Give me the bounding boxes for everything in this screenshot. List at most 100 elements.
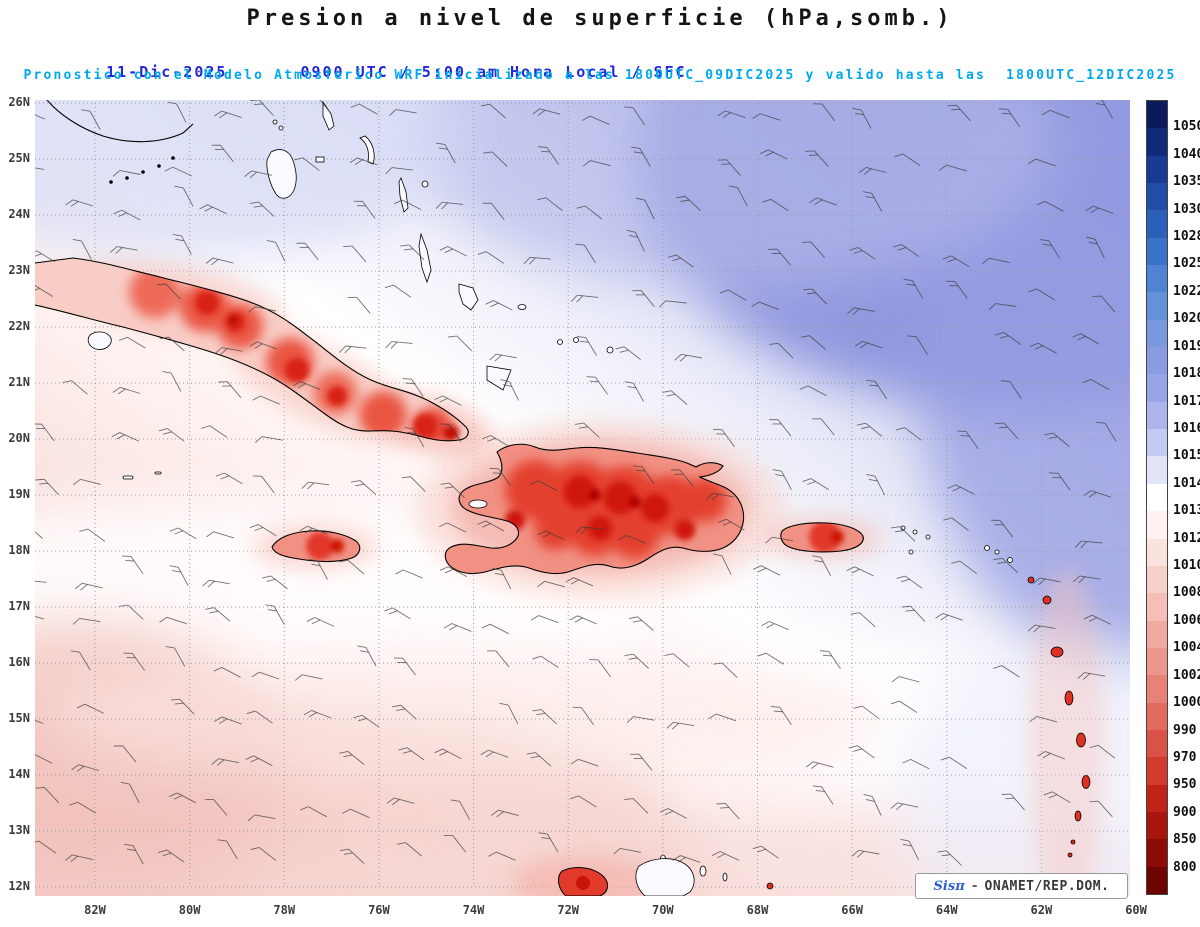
wind-barb [481,623,510,635]
wind-barb [170,698,195,715]
st-kitts [1027,576,1035,584]
wind-barb [339,848,365,864]
bahamas-islands [122,100,1013,896]
wind-barb [35,524,43,539]
wind-barb [708,713,737,722]
wind-barb [477,251,504,264]
wind-barb [292,381,321,390]
wind-barb [903,278,924,300]
grenadines [1070,839,1076,845]
wind-barb [245,755,273,767]
wind-barb [79,528,106,542]
great-inagua [486,365,512,391]
wind-barb [72,617,101,625]
colorbar-segment [1147,511,1167,539]
wind-barb [901,605,926,622]
wind-barb [1027,624,1056,633]
wind-barb [902,758,930,770]
colorbar-label: 1050 [1173,119,1200,135]
caicos [557,339,563,345]
wind-barb [396,842,422,857]
wind-barb [717,110,746,119]
wind-barb [389,109,417,116]
wind-barb [214,347,243,355]
wind-barb [73,478,101,486]
wind-barb [891,676,920,683]
lat-tick-label: 12N [8,879,30,893]
wind-barb [565,577,594,587]
lon-tick-label: 60W [1125,903,1147,917]
wind-barb [757,652,785,665]
wind-barb [576,336,597,356]
colorbar-label: 990 [1173,722,1197,738]
wind-barb [439,522,467,533]
wind-barb [800,335,826,350]
dominica [1064,690,1074,706]
guajira-terrain [558,867,608,896]
wind-barb [626,229,645,252]
wind-barb [719,289,747,301]
wind-barb [122,555,144,574]
wind-barb [201,425,228,438]
wind-barb [385,167,413,175]
wind-barb [538,832,559,853]
wind-barb [394,199,422,211]
wind-barb [981,257,1010,265]
wind-barb [436,142,456,164]
wind-barb [385,341,413,349]
forecast-info: Pronostico con el Modelo Atmosferico WRF… [23,68,1177,83]
wind-barb [156,283,181,300]
puerto-rico-coastline [780,522,864,553]
colorbar-segment [1147,483,1167,512]
grand-cayman [122,475,134,480]
wind-barb [809,197,837,206]
wind-barb [900,838,920,861]
wind-barb [169,527,197,540]
lat-tick-label: 14N [8,767,30,781]
wind-barb [768,248,791,266]
gonave-island [468,499,488,509]
colorbar-label: 1025 [1173,256,1200,272]
wind-barb [35,423,55,442]
bonaire [722,872,728,882]
wind-barb-field [35,100,1117,866]
wind-barb [993,557,1019,573]
watermark-separator: - [970,878,979,894]
lat-tick-label: 15N [8,711,30,725]
wind-barb [489,468,512,487]
wind-barb [995,332,1022,346]
wind-barb [480,749,509,758]
wind-barb [752,845,779,859]
wind-barb [357,645,377,667]
wind-barb [351,480,376,495]
wind-barb [769,342,794,359]
wind-barb [1049,472,1071,491]
wind-barb [624,798,649,814]
wind-barb [751,301,779,311]
colorbar-segment [1147,811,1167,840]
colorbar-segment [1147,183,1167,211]
colorbar-label: 950 [1173,777,1197,793]
wind-barb [849,247,876,260]
colorbar-segment [1147,210,1167,238]
puerto-rico-terrain [780,522,864,553]
wind-barb [384,607,411,620]
wind-barb [1083,614,1112,625]
wind-barb [570,294,599,303]
lon-tick-label: 74W [462,903,485,917]
colorbar-label: 1019 [1173,338,1200,354]
wind-barb [482,435,510,447]
wind-barb [716,802,740,820]
colorbar-label: 1013 [1173,503,1200,519]
wind-barb [202,579,230,588]
colorbar-label: 800 [1173,859,1197,875]
wind-barb [819,650,841,670]
colorbar-label: 1014 [1173,475,1200,491]
wind-barb [624,381,644,402]
colorbar-label: 1002 [1173,667,1200,683]
wind-barb [1085,205,1114,214]
wind-barb [249,341,278,350]
wind-barb [1037,751,1066,760]
wind-barb [762,198,789,212]
lat-tick-label: 24N [8,207,30,221]
